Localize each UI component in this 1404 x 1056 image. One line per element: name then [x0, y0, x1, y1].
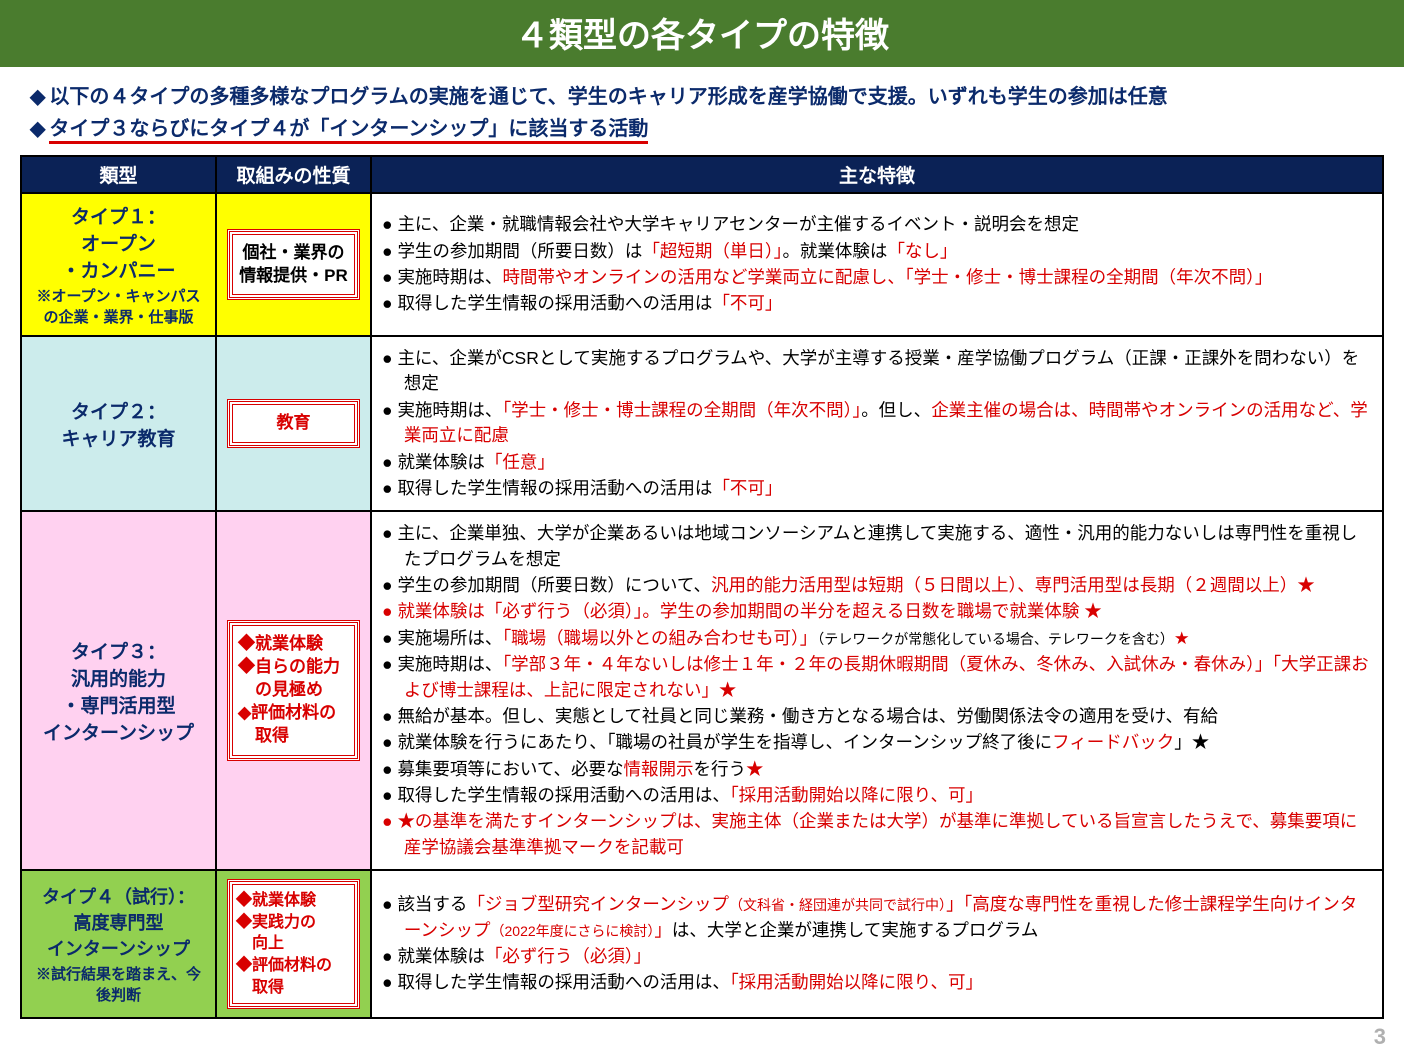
page-title: ４類型の各タイプの特徴 [0, 0, 1404, 67]
t2-f3: 就業体験は「任意」 [382, 450, 1372, 475]
intro-line-2: ◆タイプ３ならびにタイプ４が「インターンシップ」に該当する活動 [30, 113, 1374, 145]
type2-main: タイプ２：キャリア教育 [61, 402, 175, 450]
row-type4: タイプ４（試行）：高度専門型インターンシップ ※試行結果を踏まえ、今後判断 ◆就… [21, 870, 1383, 1018]
type2-features: 主に、企業がCSRとして実施するプログラムや、大学が主導する授業・産学協働プログ… [371, 336, 1383, 511]
intro-text-1: 以下の４タイプの多種多様なプログラムの実施を通じて、学生のキャリア形成を産学協働… [49, 86, 1167, 108]
t3-f6: 無給が基本。但し、実態として社員と同じ業務・働き方となる場合は、労働関係法令の適… [382, 704, 1372, 729]
t3-f1: 主に、企業単独、大学が企業あるいは地域コンソーシアムと連携して実施する、適性・汎… [382, 521, 1372, 572]
t3-f10: ★の基準を満たすインターンシップは、実施主体（企業または大学）が基準に準拠してい… [382, 809, 1372, 860]
type1-label-cell: タイプ１：オープン・カンパニー ※オープン・キャンパスの企業・業界・仕事版 [21, 193, 216, 336]
type4-note: ※試行結果を踏まえ、今後判断 [32, 963, 205, 1005]
types-table: 類型 取組みの性質 主な特徴 タイプ１：オープン・カンパニー ※オープン・キャン… [20, 155, 1384, 1019]
type1-nature-cell: 個社・業界の情報提供・PR [216, 193, 371, 336]
t3-f4: 実施場所は、「職場（職場以外との組み合わせも可）」（テレワークが常態化している場… [382, 626, 1372, 651]
type3-nature-box: ◆就業体験◆自らの能力 の見極め◆評価材料の 取得 [227, 620, 360, 761]
t3-f8: 募集要項等において、必要な情報開示を行う★ [382, 757, 1372, 782]
type4-nature-box: ◆就業体験◆実践力の 向上◆評価材料の 取得 [227, 879, 360, 1009]
t3-f2: 学生の参加期間（所要日数）について、汎用的能力活用型は短期（５日間以上）、専門活… [382, 573, 1372, 598]
type1-note: ※オープン・キャンパスの企業・業界・仕事版 [32, 285, 205, 327]
t3-f9: 取得した学生情報の採用活動への活用は、「採用活動開始以降に限り、可」 [382, 783, 1372, 808]
th-type: 類型 [21, 156, 216, 193]
row-type1: タイプ１：オープン・カンパニー ※オープン・キャンパスの企業・業界・仕事版 個社… [21, 193, 1383, 336]
t2-f1: 主に、企業がCSRとして実施するプログラムや、大学が主導する授業・産学協働プログ… [382, 346, 1372, 397]
t1-f3: 実施時期は、時間帯やオンラインの活用など学業両立に配慮し、「学士・修士・博士課程… [382, 265, 1372, 290]
t2-f2: 実施時期は、「学士・修士・博士課程の全期間（年次不問）」。但し、企業主催の場合は… [382, 398, 1372, 449]
type4-label-cell: タイプ４（試行）：高度専門型インターンシップ ※試行結果を踏まえ、今後判断 [21, 870, 216, 1018]
t3-f7: 就業体験を行うにあたり、「職場の社員が学生を指導し、インターンシップ終了後にフィ… [382, 730, 1372, 755]
intro-text-2: タイプ３ならびにタイプ４が「インターンシップ」に該当する活動 [49, 118, 648, 144]
intro-line-1: ◆以下の４タイプの多種多様なプログラムの実施を通じて、学生のキャリア形成を産学協… [30, 81, 1374, 113]
type3-features: 主に、企業単独、大学が企業あるいは地域コンソーシアムと連携して実施する、適性・汎… [371, 511, 1383, 870]
t4-f1: 該当する「ジョブ型研究インターンシップ（文科省・経団連が共同で試行中）」「高度な… [382, 892, 1372, 943]
type4-main: タイプ４（試行）：高度専門型インターンシップ [42, 887, 195, 959]
t1-f4: 取得した学生情報の採用活動への活用は「不可」 [382, 291, 1372, 316]
t3-f5: 実施時期は、「学部３年・４年ないしは修士１年・２年の長期休暇期間（夏休み、冬休み… [382, 652, 1372, 703]
t3-f3: 就業体験は「必ず行う（必須）」。学生の参加期間の半分を超える日数を職場で就業体験… [382, 599, 1372, 624]
row-type3: タイプ３：汎用的能力・専門活用型インターンシップ ◆就業体験◆自らの能力 の見極… [21, 511, 1383, 870]
type4-nature-cell: ◆就業体験◆実践力の 向上◆評価材料の 取得 [216, 870, 371, 1018]
type2-nature-cell: 教育 [216, 336, 371, 511]
type3-label-cell: タイプ３：汎用的能力・専門活用型インターンシップ [21, 511, 216, 870]
th-features: 主な特徴 [371, 156, 1383, 193]
type1-nature-box: 個社・業界の情報提供・PR [227, 229, 360, 301]
type3-main: タイプ３：汎用的能力・専門活用型インターンシップ [43, 642, 194, 744]
page-number: 3 [1374, 1024, 1386, 1050]
type2-nature-box: 教育 [227, 399, 360, 448]
row-type2: タイプ２：キャリア教育 教育 主に、企業がCSRとして実施するプログラムや、大学… [21, 336, 1383, 511]
type1-main: タイプ１：オープン・カンパニー [61, 207, 175, 282]
t4-f3: 取得した学生情報の採用活動への活用は、「採用活動開始以降に限り、可」 [382, 970, 1372, 995]
t1-f2: 学生の参加期間（所要日数）は「超短期（単日）」。就業体験は「なし」 [382, 239, 1372, 264]
type3-nature-cell: ◆就業体験◆自らの能力 の見極め◆評価材料の 取得 [216, 511, 371, 870]
type2-label-cell: タイプ２：キャリア教育 [21, 336, 216, 511]
t2-f4: 取得した学生情報の採用活動への活用は「不可」 [382, 476, 1372, 501]
intro-block: ◆以下の４タイプの多種多様なプログラムの実施を通じて、学生のキャリア形成を産学協… [0, 67, 1404, 155]
type1-features: 主に、企業・就職情報会社や大学キャリアセンターが主催するイベント・説明会を想定 … [371, 193, 1383, 336]
t4-f2: 就業体験は「必ず行う（必須）」 [382, 944, 1372, 969]
th-nature: 取組みの性質 [216, 156, 371, 193]
type4-features: 該当する「ジョブ型研究インターンシップ（文科省・経団連が共同で試行中）」「高度な… [371, 870, 1383, 1018]
t1-f1: 主に、企業・就職情報会社や大学キャリアセンターが主催するイベント・説明会を想定 [382, 212, 1372, 237]
